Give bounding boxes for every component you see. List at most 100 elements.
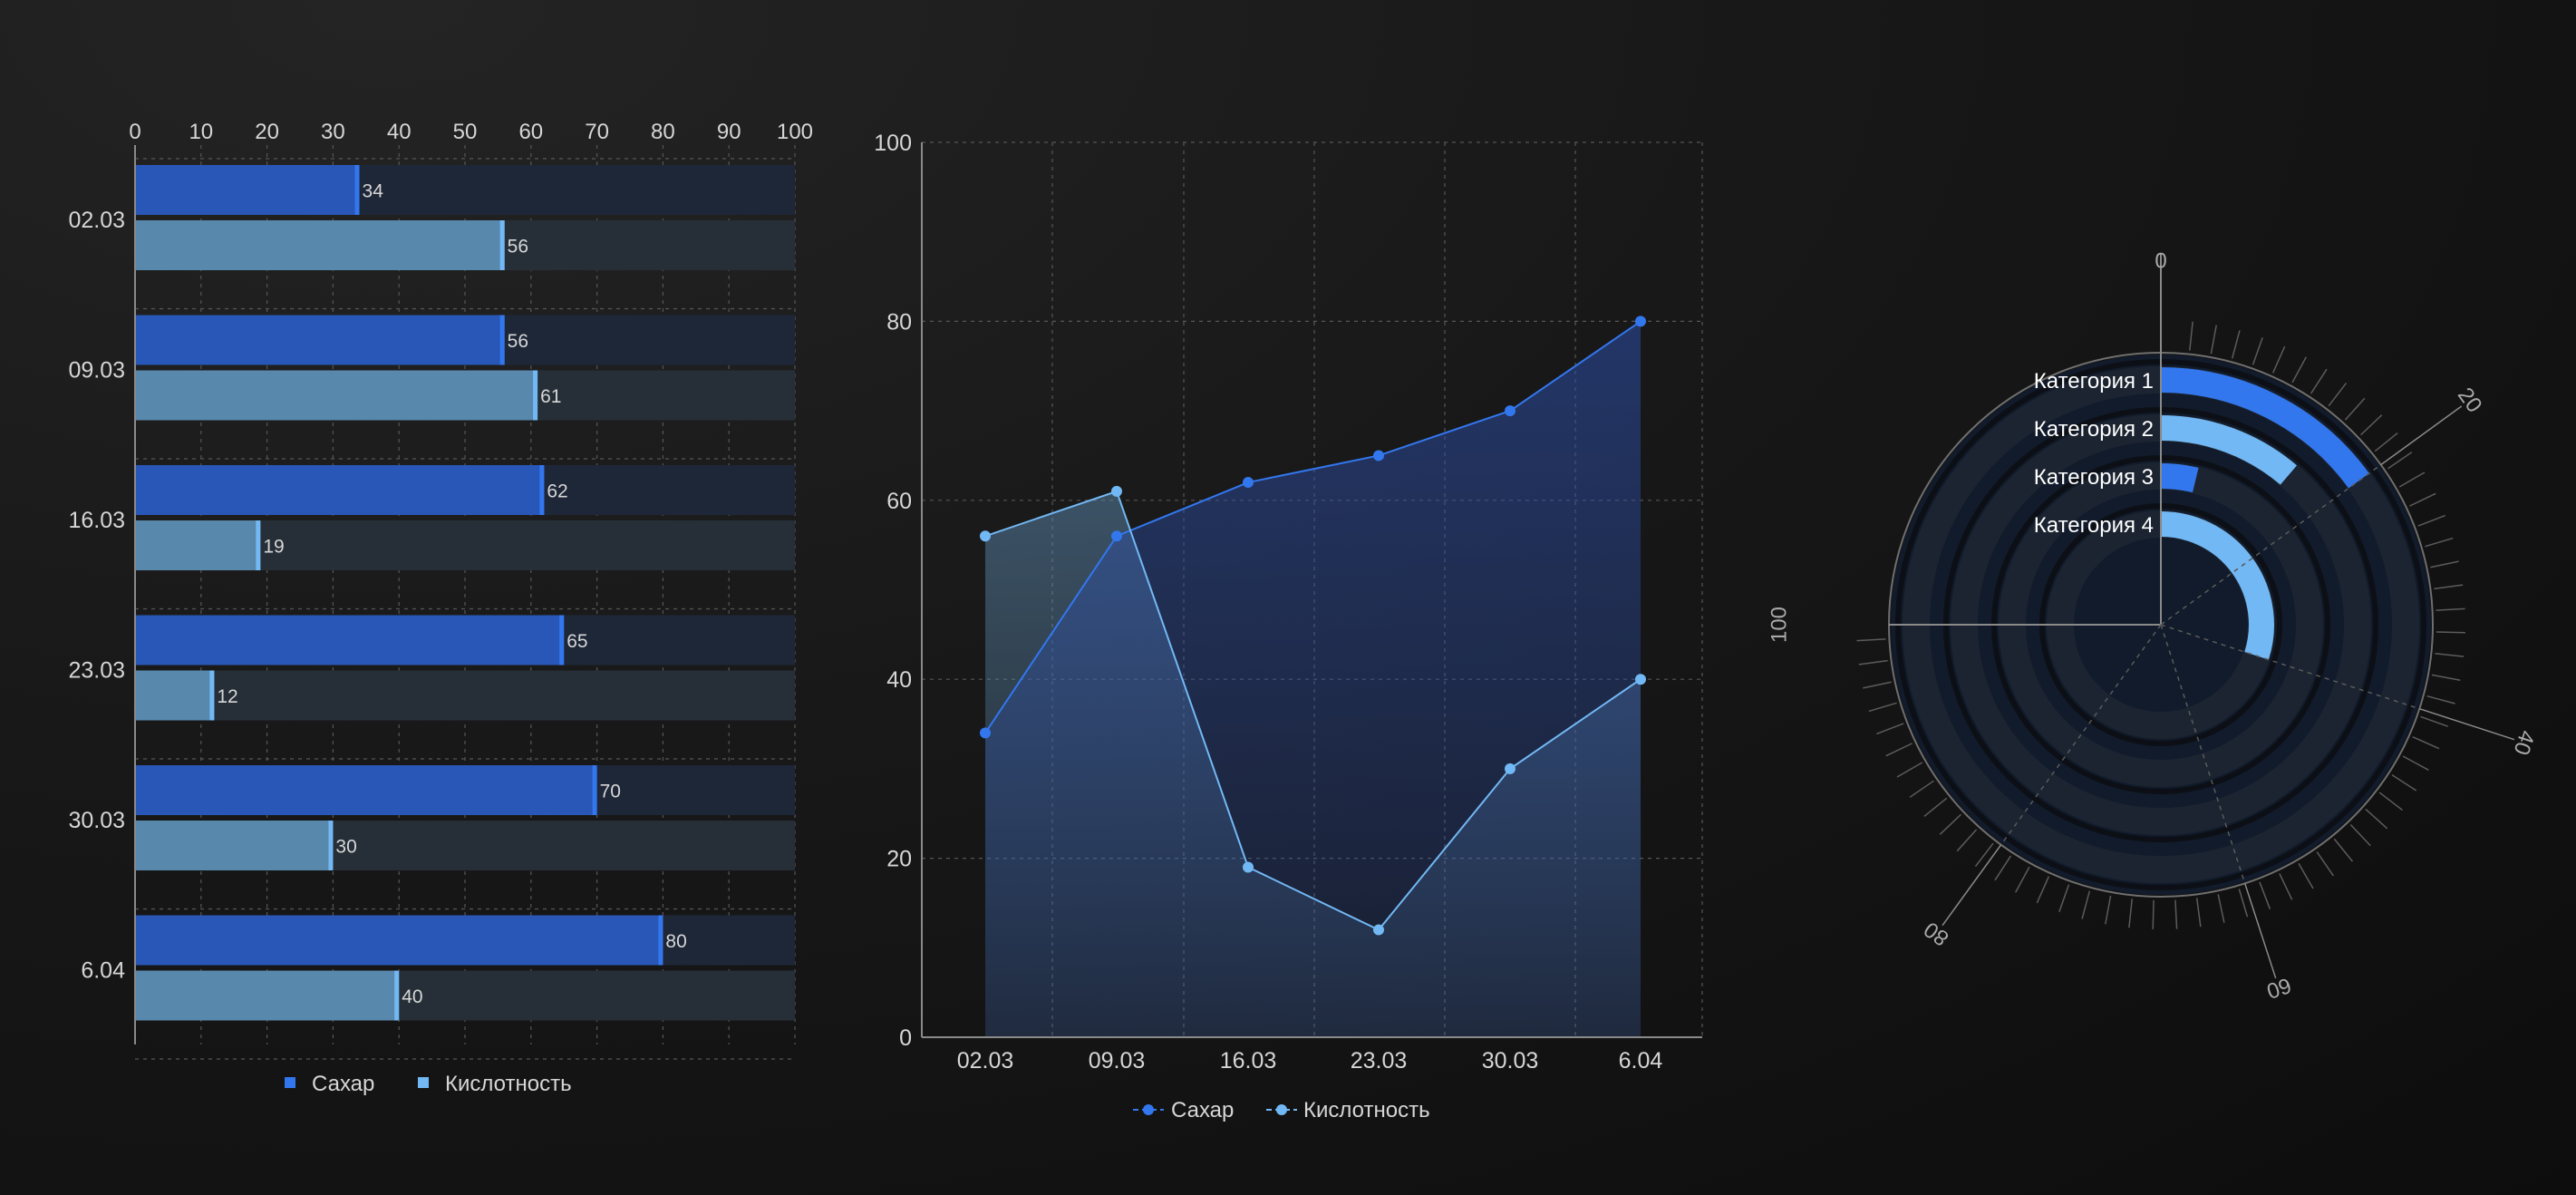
- radial-bar-1: [2160, 367, 2369, 489]
- bar-value-label: 62: [547, 481, 567, 502]
- bar-x-tick-label: 10: [189, 120, 213, 144]
- radial-grid: [1888, 253, 2515, 979]
- radial-minor-tick: [2426, 695, 2455, 704]
- radial-minor-tick: [2435, 653, 2465, 657]
- bar-value-label: 65: [567, 631, 587, 652]
- bar-value-label: 61: [540, 386, 561, 407]
- legend-sugar-marker: [1143, 1104, 1154, 1115]
- bar-chart-category-labels: 02.03 09.03 16.03 23.03 30.03 6.04: [68, 208, 125, 984]
- sugar-bar: [135, 465, 545, 515]
- radial-minor-tick: [2378, 792, 2404, 811]
- bar-value-label: 40: [402, 986, 422, 1007]
- radial-minor-tick: [2310, 368, 2328, 394]
- area-y-tick-label: 60: [886, 489, 912, 514]
- radial-minor-tick: [2431, 674, 2461, 681]
- sugar-point: [1505, 405, 1516, 417]
- sugar-point: [1373, 450, 1384, 461]
- radial-tick-marks: [1856, 321, 2465, 929]
- area-x-tick-label: 23.03: [1351, 1048, 1408, 1074]
- radial-tick-label: 80: [1920, 917, 1953, 951]
- bar-x-tick-label: 30: [321, 120, 345, 144]
- radial-minor-tick: [1939, 813, 1962, 835]
- area-y-tick-label: 20: [886, 847, 912, 872]
- radial-minor-tick: [2333, 838, 2354, 862]
- radial-minor-tick: [2436, 607, 2465, 611]
- radial-minor-tick: [1994, 855, 2012, 881]
- radial-minor-tick: [2259, 881, 2271, 909]
- bar-category-label: 30.03: [68, 808, 125, 833]
- bar-x-tick-label: 40: [387, 120, 412, 144]
- bar-end-cap: [328, 821, 334, 870]
- radial-minor-tick: [2189, 321, 2193, 351]
- bar-end-cap: [658, 915, 663, 966]
- bar-category-label: 09.03: [68, 358, 125, 384]
- area-chart: 0 20 40 60 80 100 02.03 09.03 16.03 23.03 30.03 6.…: [874, 131, 1703, 1122]
- radial-tick-label: 20: [2453, 384, 2487, 417]
- radial-minor-tick: [2174, 899, 2178, 929]
- radial-minor-tick: [1876, 723, 1904, 735]
- bar-category-label: 16.03: [68, 508, 125, 533]
- radial-minor-tick: [1856, 638, 1886, 642]
- radial-bar-3: [2160, 463, 2199, 493]
- radial-minor-tick: [2195, 898, 2202, 928]
- bar-x-tick-label: 20: [255, 120, 279, 144]
- radial-category-label: Категория 2: [2034, 417, 2154, 442]
- radial-minor-tick: [1974, 842, 1994, 868]
- radial-minor-tick: [2374, 432, 2398, 452]
- radial-tick-label: 0: [2155, 248, 2166, 273]
- area-chart-y-tick-labels: 0 20 40 60 80 100: [874, 131, 912, 1051]
- bar-end-cap: [209, 670, 215, 721]
- bar-value-label: 56: [508, 237, 528, 257]
- sugar-bar: [135, 315, 505, 365]
- acidity-point: [980, 530, 991, 542]
- radial-category-label: Категория 4: [2034, 513, 2154, 538]
- radial-minor-tick: [2105, 895, 2112, 925]
- area-x-tick-label: 09.03: [1089, 1048, 1146, 1074]
- acidity-point: [1243, 861, 1254, 873]
- radial-minor-tick: [1896, 762, 1923, 778]
- sugar-bar: [135, 165, 360, 215]
- radial-tick-label: 40: [2509, 727, 2540, 758]
- acidity-point: [1373, 924, 1384, 936]
- radial-minor-tick: [2279, 873, 2293, 900]
- radial-minor-tick: [2409, 492, 2436, 507]
- bar-chart-bars: 34 56 56 61 62 19 65 12 70 30 80 40: [135, 165, 687, 1021]
- radial-minor-tick: [2420, 715, 2448, 727]
- radial-minor-tick: [2081, 890, 2091, 919]
- area-x-tick-label: 6.04: [1619, 1048, 1663, 1074]
- sugar-bar: [135, 615, 565, 666]
- area-x-tick-label: 30.03: [1482, 1048, 1539, 1074]
- bar-end-cap: [592, 765, 597, 815]
- radial-tick-label: 60: [2263, 973, 2294, 1004]
- radial-minor-tick: [2328, 382, 2348, 407]
- radial-category-labels: Категория 1 Категория 2 Категория 3 Категор…: [2034, 369, 2154, 538]
- radial-minor-tick: [2359, 414, 2383, 436]
- radial-category-label: Категория 1: [2034, 369, 2154, 393]
- acidity-point: [1111, 485, 1122, 497]
- radial-minor-tick: [2387, 452, 2413, 470]
- radial-minor-tick: [1868, 702, 1897, 713]
- radial-major-tick: [1942, 844, 2002, 927]
- radial-major-tick: [2243, 883, 2277, 979]
- radial-minor-tick: [2430, 560, 2459, 568]
- radial-minor-tick: [2365, 808, 2388, 830]
- radial-spoke: [2160, 464, 2382, 626]
- radial-minor-tick: [2015, 866, 2030, 893]
- radial-minor-tick: [2252, 337, 2263, 365]
- radial-minor-tick: [2436, 631, 2465, 634]
- sugar-point: [980, 727, 991, 739]
- sugar-line: [984, 320, 1641, 734]
- radial-minor-tick: [2434, 584, 2464, 590]
- bar-category-label: 6.04: [81, 958, 125, 984]
- legend-sugar-label: Сахар: [312, 1072, 374, 1096]
- bar-value-label: 19: [263, 537, 284, 558]
- sugar-bar: [135, 765, 597, 815]
- radial-minor-tick: [2217, 894, 2225, 923]
- bar-chart-x-tick-labels: 0 10 20 30 40 50 60 70 80 90 100: [129, 120, 813, 144]
- bar-category-label: 23.03: [68, 658, 125, 684]
- bar-value-label: 70: [600, 782, 621, 802]
- legend-acidity-label: Кислотность: [1303, 1098, 1430, 1122]
- sugar-point: [1635, 316, 1646, 327]
- radial-spoke: [2000, 624, 2162, 846]
